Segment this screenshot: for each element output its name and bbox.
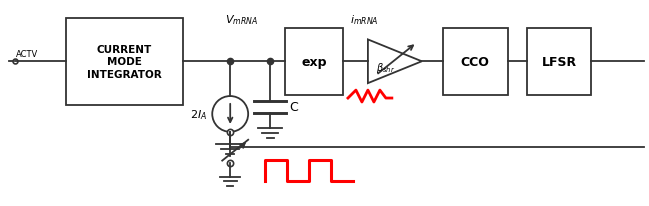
Text: LFSR: LFSR (541, 55, 576, 68)
Bar (285, 28, 343, 96)
Text: exp: exp (301, 55, 327, 68)
Text: $2I_A$: $2I_A$ (190, 108, 207, 121)
Text: C: C (289, 101, 298, 114)
Text: CURRENT
MODE
INTEGRATOR: CURRENT MODE INTEGRATOR (87, 45, 162, 79)
Text: $\beta_{shr}$: $\beta_{shr}$ (376, 61, 395, 75)
Bar (443, 28, 508, 96)
Text: ACTV: ACTV (16, 50, 38, 59)
Text: CCO: CCO (461, 55, 489, 68)
Bar (66, 19, 183, 105)
Bar (526, 28, 591, 96)
Text: $V_{mRNA}$: $V_{mRNA}$ (225, 14, 258, 27)
Text: $i_{mRNA}$: $i_{mRNA}$ (350, 14, 378, 27)
